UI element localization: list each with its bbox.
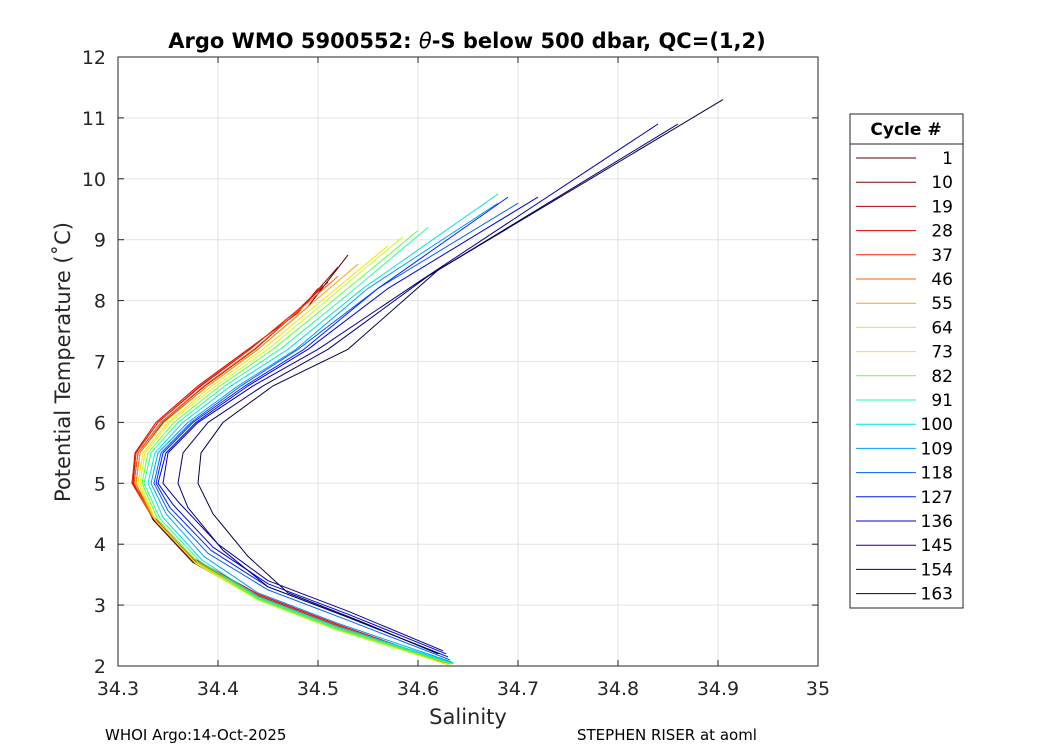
series-line-cycle-145: [162, 123, 659, 652]
series-line-cycle-163: [197, 99, 724, 655]
legend-label-cycle-28: 28: [931, 222, 953, 242]
legend-box: [849, 113, 964, 609]
y-tick-label: 11: [82, 108, 106, 130]
y-tick-label: 4: [94, 534, 106, 556]
legend-label-cycle-37: 37: [931, 246, 953, 266]
legend-label-cycle-154: 154: [921, 560, 953, 580]
legend-label-cycle-82: 82: [931, 367, 953, 387]
legend-label-cycle-145: 145: [921, 536, 953, 556]
y-axis-ticks: 2 3 4 5 6 7 8 9 10 11 12: [82, 47, 818, 678]
legend-label-cycle-46: 46: [931, 270, 953, 290]
footer-date: WHOI Argo:14-Oct-2025: [105, 726, 286, 744]
legend-label-cycle-55: 55: [931, 294, 953, 314]
series-line-cycle-100: [147, 193, 499, 664]
y-tick-label: 6: [94, 412, 106, 434]
series-line-cycle-118: [153, 202, 519, 661]
legend-title: Cycle #: [870, 120, 941, 140]
legend-items: 1 10 19 28 37 46 55 64 73 82 91 100 109 118 127 136 145 1…: [856, 149, 953, 605]
legend-label-cycle-136: 136: [921, 512, 953, 532]
legend-label-cycle-163: 163: [921, 585, 953, 605]
legend-label-cycle-73: 73: [931, 343, 953, 363]
legend-label-cycle-100: 100: [921, 415, 953, 435]
y-tick-label: 8: [94, 291, 106, 313]
chart-title: Argo WMO 5900552: θ-S below 500 dbar, QC…: [168, 29, 765, 53]
legend-label-cycle-118: 118: [921, 464, 953, 484]
series-line-cycle-91: [143, 227, 454, 665]
y-axis-label: Potential Temperature (˚C): [51, 222, 75, 502]
y-tick-label: 2: [94, 656, 106, 678]
legend-label-cycle-64: 64: [931, 318, 953, 338]
series-line-cycle-37: [131, 285, 446, 664]
legend-label-cycle-91: 91: [931, 391, 953, 411]
y-tick-label: 10: [82, 169, 106, 191]
footer-credit: STEPHEN RISER at aoml: [577, 726, 757, 744]
x-tick-label: 34.6: [397, 678, 439, 700]
legend-label-cycle-1: 1: [942, 149, 953, 169]
y-tick-label: 3: [94, 595, 106, 617]
legend-label-cycle-19: 19: [931, 197, 953, 217]
data-series: [131, 99, 724, 666]
x-tick-label: 34.5: [297, 678, 339, 700]
legend-label-cycle-109: 109: [921, 439, 953, 459]
legend-label-cycle-10: 10: [931, 173, 953, 193]
x-tick-label: 34.7: [497, 678, 539, 700]
series-line-cycle-73: [139, 236, 451, 666]
series-line-cycle-82: [141, 230, 453, 665]
x-tick-label: 34.3: [97, 678, 139, 700]
series-line-cycle-136: [157, 196, 539, 655]
y-tick-label: 7: [94, 352, 106, 374]
legend: Cycle # 1 10 19 28 37 46 55 64 73 82 91 100 109 118 12…: [849, 113, 964, 609]
series-line-cycle-109: [150, 202, 499, 663]
legend-label-cycle-127: 127: [921, 488, 953, 508]
x-axis-ticks: 34.3 34.4 34.5 34.6 34.7 34.8 34.9 35: [97, 57, 830, 700]
y-tick-label: 5: [94, 473, 106, 495]
x-axis-label: Salinity: [429, 705, 507, 729]
y-tick-label: 12: [82, 47, 106, 69]
x-tick-label: 34.4: [197, 678, 239, 700]
x-tick-label: 35: [806, 678, 830, 700]
y-tick-label: 9: [94, 230, 106, 252]
series-line-cycle-154: [177, 123, 679, 655]
x-tick-label: 34.9: [697, 678, 739, 700]
x-tick-label: 34.8: [597, 678, 639, 700]
